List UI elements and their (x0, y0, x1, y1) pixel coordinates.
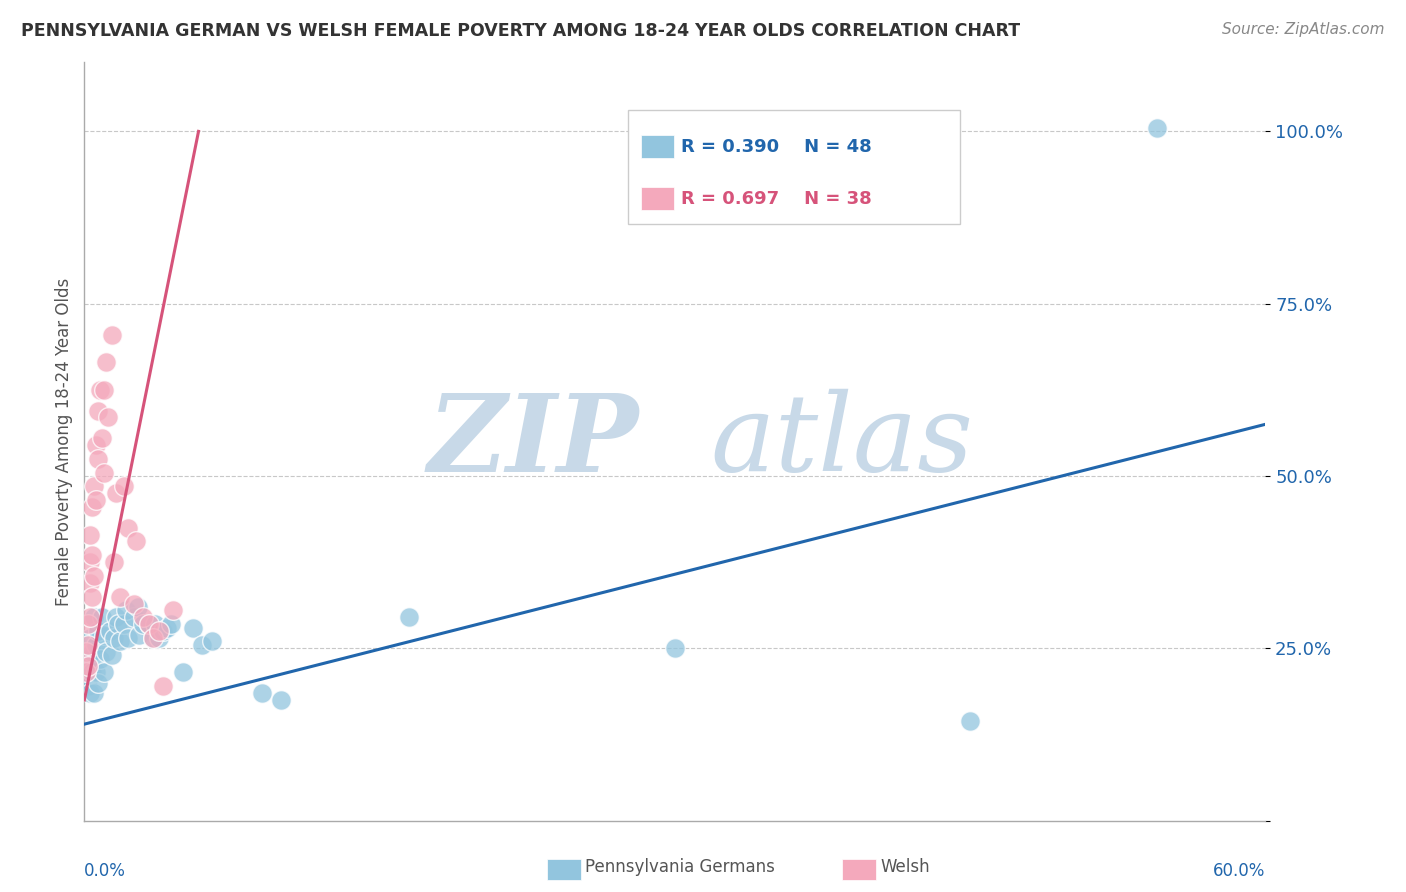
Point (117, 521, 139, 535)
Point (77, 679, 100, 693)
Point (398, 610, 420, 624)
Point (132, 610, 155, 624)
Point (112, 617, 135, 632)
Point (75, 645, 97, 659)
Point (82, 500, 104, 514)
Point (79, 527, 101, 541)
Point (82, 548, 104, 563)
Point (103, 555, 125, 569)
Point (93, 627, 115, 641)
Point (101, 648, 124, 663)
Point (82, 590, 104, 604)
Point (97, 410, 120, 425)
Point (91, 431, 114, 445)
Point (122, 597, 145, 611)
Point (77, 617, 100, 632)
Point (191, 638, 214, 652)
Text: Pennsylvania Germans: Pennsylvania Germans (585, 858, 775, 876)
Point (124, 534, 146, 549)
Point (84, 493, 107, 508)
Text: ZIP: ZIP (427, 389, 640, 494)
Point (142, 631, 165, 645)
Point (152, 679, 174, 693)
Point (127, 599, 149, 614)
Point (87, 624, 110, 639)
Point (98, 624, 121, 639)
Point (108, 634, 131, 648)
Point (160, 617, 183, 632)
Point (152, 624, 174, 639)
Point (112, 479, 135, 493)
Point (89, 383, 111, 397)
Point (91, 610, 114, 624)
Point (75, 665, 97, 680)
Point (75, 665, 97, 680)
Point (87, 675, 110, 690)
Point (148, 631, 170, 645)
Point (93, 466, 115, 480)
Point (664, 641, 686, 656)
Point (138, 617, 160, 632)
Point (270, 693, 292, 707)
Point (1146, 120, 1168, 135)
Point (138, 617, 160, 632)
Point (104, 486, 127, 500)
Point (172, 665, 194, 680)
Point (84, 638, 107, 652)
Point (79, 555, 101, 569)
Text: R = 0.390    N = 48: R = 0.390 N = 48 (682, 137, 872, 156)
Point (959, 714, 981, 728)
Text: R = 0.697    N = 38: R = 0.697 N = 38 (682, 190, 872, 208)
Point (142, 631, 165, 645)
Point (79, 610, 101, 624)
Point (201, 634, 224, 648)
Point (77, 658, 100, 673)
Point (103, 631, 125, 645)
Text: 0.0%: 0.0% (84, 863, 127, 880)
Text: Welsh: Welsh (880, 858, 929, 876)
Point (77, 651, 100, 665)
Point (79, 686, 101, 700)
Point (79, 575, 101, 590)
Point (101, 327, 124, 342)
Point (83, 610, 105, 624)
Point (77, 638, 100, 652)
Point (107, 617, 129, 632)
Point (114, 603, 136, 617)
Text: PENNSYLVANIA GERMAN VS WELSH FEMALE POVERTY AMONG 18-24 YEAR OLDS CORRELATION CH: PENNSYLVANIA GERMAN VS WELSH FEMALE POVE… (21, 22, 1021, 40)
Point (117, 631, 139, 645)
Point (156, 621, 179, 635)
Point (148, 624, 170, 639)
Point (250, 686, 273, 700)
Point (87, 403, 110, 417)
Y-axis label: Female Poverty Among 18-24 Year Olds: Female Poverty Among 18-24 Year Olds (55, 277, 73, 606)
Point (128, 627, 150, 641)
Text: atlas: atlas (710, 389, 973, 494)
Point (84, 665, 107, 680)
Point (83, 479, 105, 493)
Point (94, 355, 117, 369)
Text: Source: ZipAtlas.com: Source: ZipAtlas.com (1222, 22, 1385, 37)
Point (83, 686, 105, 700)
Point (79, 631, 101, 645)
Point (93, 383, 115, 397)
Point (143, 617, 166, 632)
Point (93, 665, 115, 680)
Point (181, 621, 204, 635)
Point (122, 610, 145, 624)
Point (84, 438, 107, 452)
Point (89, 651, 111, 665)
Text: 60.0%: 60.0% (1213, 863, 1265, 880)
Point (162, 603, 184, 617)
Point (82, 645, 104, 659)
Point (83, 569, 105, 583)
Point (94, 645, 117, 659)
Point (108, 590, 131, 604)
Point (104, 610, 127, 624)
Point (132, 617, 155, 632)
Point (87, 451, 110, 466)
Point (82, 665, 104, 680)
